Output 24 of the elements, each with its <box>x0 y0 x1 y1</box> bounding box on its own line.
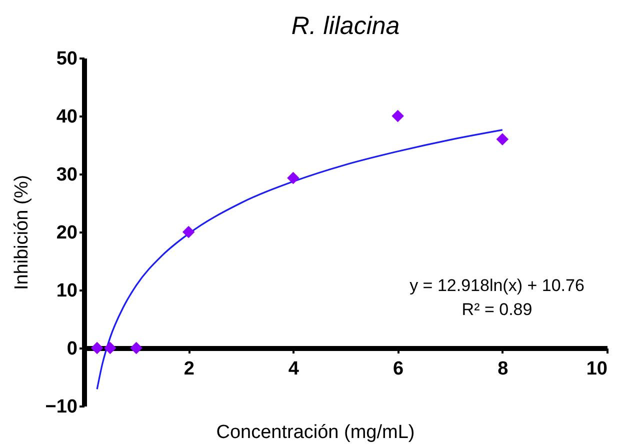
x-tick-label: 8 <box>498 358 508 380</box>
point <box>130 342 142 354</box>
x-tick-label: 6 <box>393 358 404 380</box>
annotation: R² = 0.89 <box>462 300 532 319</box>
y-tick-label: 40 <box>56 106 78 128</box>
chart-title: R. lilacina <box>291 12 400 40</box>
x-tick-label: 2 <box>184 358 194 380</box>
point <box>104 342 116 354</box>
y-tick-label: 50 <box>56 48 78 70</box>
y-tick-label: 10 <box>56 280 78 302</box>
x-axis-title: Concentración (mg/mL) <box>216 422 415 443</box>
y-tick-label: 0 <box>66 338 78 360</box>
y-tick-label: −10 <box>45 396 78 418</box>
y-axis-title: Inhibición (%) <box>11 174 32 290</box>
point <box>392 110 404 122</box>
x-tick-label: 4 <box>288 358 300 380</box>
point <box>90 342 104 354</box>
y-tick-label: 30 <box>56 164 78 186</box>
y-tick-label: 20 <box>56 222 78 244</box>
point <box>182 226 195 238</box>
x-tick-label: 10 <box>586 358 608 380</box>
point <box>496 133 509 146</box>
point <box>287 172 300 184</box>
annotation: y = 12.918ln(x) + 10.76 <box>410 276 584 295</box>
